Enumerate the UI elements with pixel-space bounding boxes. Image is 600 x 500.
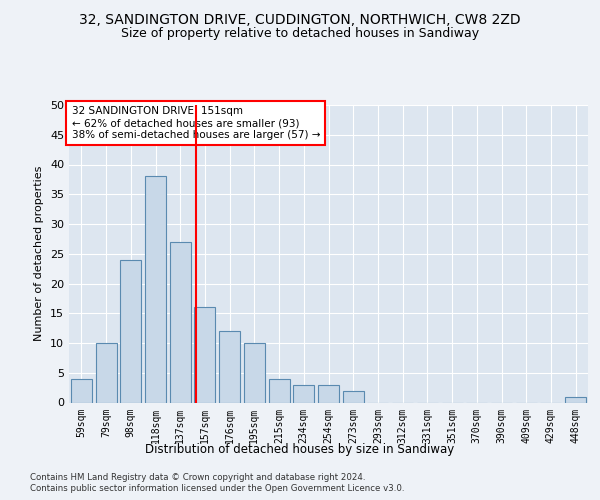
Text: Contains HM Land Registry data © Crown copyright and database right 2024.: Contains HM Land Registry data © Crown c… [30, 472, 365, 482]
Bar [170, 242, 191, 402]
Text: 32, SANDINGTON DRIVE, CUDDINGTON, NORTHWICH, CW8 2ZD: 32, SANDINGTON DRIVE, CUDDINGTON, NORTHW… [79, 12, 521, 26]
Bar [95, 343, 116, 402]
Text: 32 SANDINGTON DRIVE: 151sqm
← 62% of detached houses are smaller (93)
38% of sem: 32 SANDINGTON DRIVE: 151sqm ← 62% of det… [71, 106, 320, 140]
Bar [343, 390, 364, 402]
Bar [194, 308, 215, 402]
Text: Contains public sector information licensed under the Open Government Licence v3: Contains public sector information licen… [30, 484, 404, 493]
Text: Size of property relative to detached houses in Sandiway: Size of property relative to detached ho… [121, 28, 479, 40]
Bar [120, 260, 141, 402]
Bar [565, 396, 586, 402]
Bar [293, 384, 314, 402]
Bar [145, 176, 166, 402]
Y-axis label: Number of detached properties: Number of detached properties [34, 166, 44, 342]
Bar [219, 331, 240, 402]
Bar [318, 384, 339, 402]
Bar [244, 343, 265, 402]
Bar [71, 378, 92, 402]
Bar [269, 378, 290, 402]
Text: Distribution of detached houses by size in Sandiway: Distribution of detached houses by size … [145, 442, 455, 456]
